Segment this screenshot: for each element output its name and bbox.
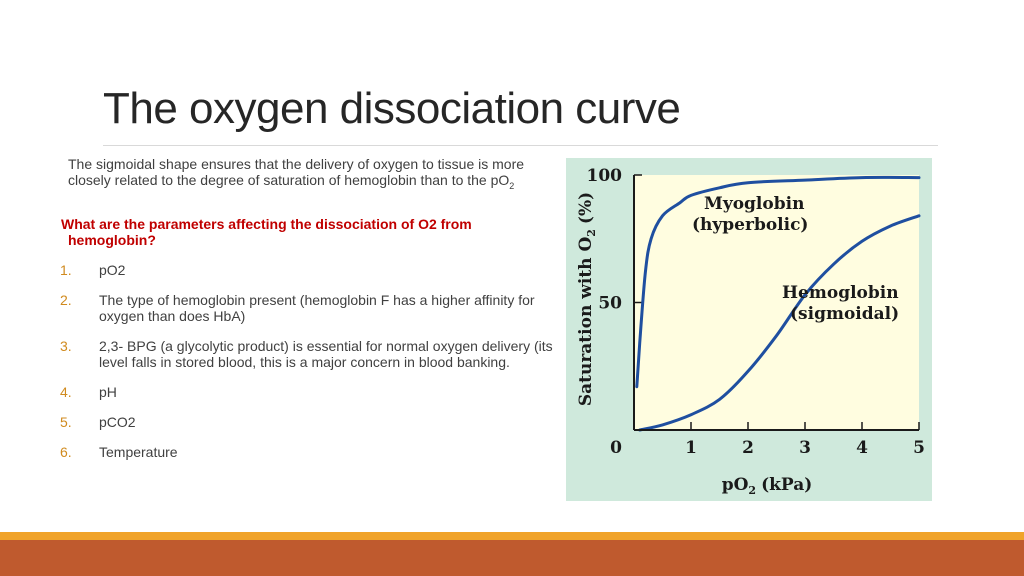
list-number: 5. [60, 414, 72, 430]
list-number: 1. [60, 262, 72, 278]
parameter-list: 1. pO2 2. The type of hemoglobin present… [60, 262, 555, 460]
list-number: 2. [60, 292, 72, 308]
list-number: 4. [60, 384, 72, 400]
footer-accent-bar [0, 532, 1024, 540]
question-heading: What are the parameters affecting the di… [61, 216, 551, 248]
y-tick-label: 50 [598, 294, 622, 314]
x-axis-title: pO2 (kPa) [722, 475, 813, 497]
question-line-2: hemoglobin? [68, 232, 156, 248]
myoglobin-label: Myoglobin [704, 194, 804, 214]
x-tick-label: 0 [610, 438, 622, 458]
question-line-1: What are the parameters affecting the di… [61, 216, 472, 232]
hemoglobin-curve [638, 214, 921, 432]
y-axis-title-sub: 2 [585, 229, 598, 237]
footer-bar [0, 540, 1024, 576]
list-text: The type of hemoglobin present (hemoglob… [99, 292, 535, 324]
hemoglobin-label: Hemoglobin [782, 283, 899, 303]
x-axis-title-unit: (kPa) [761, 475, 812, 495]
plot-area [634, 175, 919, 430]
list-text: pH [99, 384, 117, 400]
x-tick-label: 4 [856, 438, 868, 458]
list-number: 3. [60, 338, 72, 354]
list-text: Temperature [99, 444, 178, 460]
y-tick-label: 100 [587, 166, 623, 186]
list-text: 2,3- BPG (a glycolytic product) is essen… [99, 338, 553, 370]
intro-paragraph: The sigmoidal shape ensures that the del… [68, 156, 558, 194]
list-text: pCO2 [99, 414, 136, 430]
hemoglobin-shape-label: (sigmoidal) [790, 304, 899, 324]
list-item: 1. pO2 [60, 262, 555, 278]
chart-svg: 0 1 2 3 4 5 50 100 Myoglobin (hyperbolic) Hemog… [576, 166, 925, 497]
chart-marks: 0 1 2 3 4 5 50 100 [587, 166, 925, 458]
list-item: 2. The type of hemoglobin present (hemog… [60, 292, 555, 324]
intro-subscript: 2 [509, 180, 515, 191]
x-tick-label: 2 [742, 438, 754, 458]
x-axis-title-main: pO [722, 475, 749, 495]
list-item: 3. 2,3- BPG (a glycolytic product) is es… [60, 338, 555, 370]
myoglobin-shape-label: (hyperbolic) [692, 215, 808, 235]
x-tick-label: 5 [913, 438, 925, 458]
slide-title: The oxygen dissociation curve [103, 84, 681, 133]
y-axis-title: Saturation with O2 (%) [576, 192, 598, 406]
list-item: 4. pH [60, 384, 555, 400]
list-item: 6. Temperature [60, 444, 555, 460]
x-axis-title-sub: 2 [748, 484, 756, 497]
myoglobin-curve [635, 175, 921, 389]
x-tick-label: 3 [799, 438, 811, 458]
intro-text: The sigmoidal shape ensures that the del… [68, 156, 525, 188]
list-number: 6. [60, 444, 72, 460]
dissociation-chart: 0 1 2 3 4 5 50 100 Myoglobin (hyperbolic) Hemog… [566, 158, 932, 501]
list-text: pO2 [99, 262, 126, 278]
x-tick-label: 1 [685, 438, 697, 458]
y-axis-title-main: Saturation with O [576, 237, 596, 407]
y-axis-title-unit: (%) [576, 192, 596, 224]
title-divider [103, 145, 938, 146]
list-item: 5. pCO2 [60, 414, 555, 430]
